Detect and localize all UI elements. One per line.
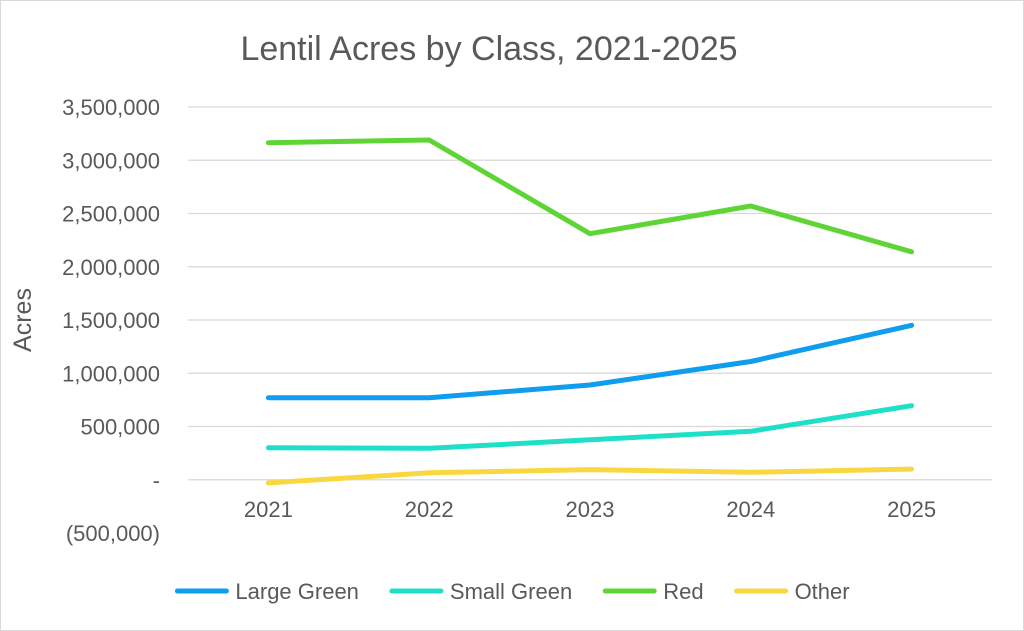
x-axis-ticks: 2021 2022 2023 2024 2025	[244, 497, 936, 522]
legend-label: Small Green	[450, 579, 572, 604]
y-tick-label: 500,000	[80, 415, 160, 440]
x-tick-label: 2021	[244, 497, 293, 522]
legend-item-large-green: Large Green	[174, 579, 359, 604]
y-axis-label: Acres	[9, 288, 37, 352]
x-tick-label: 2023	[566, 497, 615, 522]
gridlines	[188, 106, 992, 481]
series-line-red	[265, 137, 915, 255]
series-line-large-green	[265, 322, 915, 401]
legend-item-red: Red	[602, 579, 704, 604]
legend-label: Large Green	[235, 579, 359, 604]
legend-item-small-green: Small Green	[389, 579, 572, 604]
y-tick-label: (500,000)	[66, 521, 160, 546]
legend-label: Other	[795, 579, 850, 604]
y-tick-label: 1,500,000	[62, 308, 160, 333]
x-tick-label: 2025	[887, 497, 936, 522]
series-lines	[265, 137, 915, 486]
y-tick-label: 1,000,000	[62, 361, 160, 386]
x-tick-label: 2024	[726, 497, 775, 522]
series-line-small-green	[265, 403, 915, 451]
legend-label: Red	[663, 579, 703, 604]
y-tick-label: -	[153, 468, 160, 493]
legend: Large Green Small Green Red Other	[174, 579, 850, 604]
y-tick-label: 2,500,000	[62, 202, 160, 227]
series-line-other	[265, 466, 915, 486]
legend-item-other: Other	[734, 579, 850, 604]
y-tick-label: 3,500,000	[62, 95, 160, 120]
x-tick-label: 2022	[405, 497, 454, 522]
y-tick-label: 3,000,000	[62, 148, 160, 173]
y-tick-label: 2,000,000	[62, 255, 160, 280]
chart-title: Lentil Acres by Class, 2021-2025	[240, 30, 737, 68]
y-axis-ticks: 3,500,000 3,000,000 2,500,000 2,000,000 1,50…	[62, 95, 160, 546]
